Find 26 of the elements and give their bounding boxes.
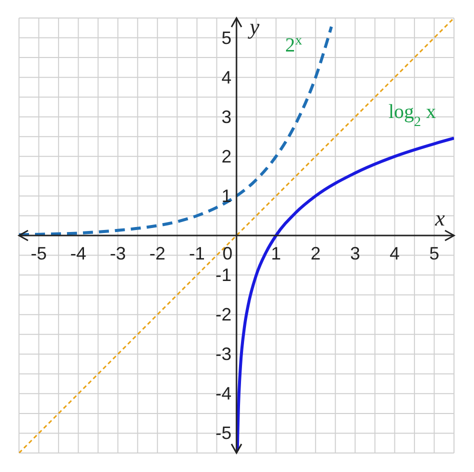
- y-axis-title: y: [248, 14, 260, 39]
- y-tick-label: -5: [215, 423, 232, 444]
- line-series: [19, 25, 333, 236]
- x-tick-label: 2: [310, 244, 321, 264]
- series-label: log$_{2}$ x: [388, 100, 436, 130]
- y-tick-label: -2: [215, 304, 232, 325]
- y-tick-label: 4: [221, 67, 232, 88]
- y-tick-label: -3: [215, 344, 232, 364]
- x-tick-label: -4: [70, 244, 86, 264]
- x-tick-label: 1: [271, 244, 282, 264]
- y-tick-label: -1: [215, 265, 232, 286]
- y-tick-label: 5: [221, 28, 232, 48]
- x-tick-label: 3: [350, 244, 360, 264]
- y-tick-label: 2: [221, 146, 232, 166]
- y-tick-label: 3: [221, 106, 232, 127]
- y-tick-label: -4: [215, 384, 232, 404]
- y-tick-label: 1: [221, 186, 232, 206]
- x-tick-label: 5: [429, 244, 440, 264]
- series-label: 2$^{x}$: [285, 32, 302, 56]
- x-tick-label: -2: [149, 244, 166, 264]
- x-tick-label: -5: [30, 244, 47, 264]
- x-tick-label: -3: [110, 244, 126, 264]
- x-tick-label: 4: [390, 244, 400, 264]
- x-tick-label: -1: [188, 244, 205, 264]
- x-axis-title: x: [434, 206, 446, 230]
- x-tick-label: 0: [222, 244, 233, 264]
